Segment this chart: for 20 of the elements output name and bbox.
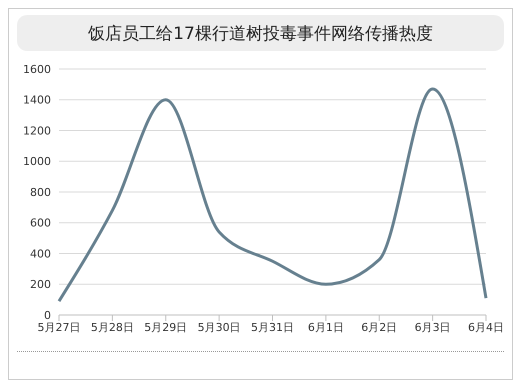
y-tick-label: 200 (30, 278, 51, 292)
x-tick-label: 6月3日 (414, 320, 451, 334)
x-tick-label: 5月27日 (38, 320, 80, 334)
y-tick-label: 400 (30, 247, 51, 260)
x-tick-label: 5月31日 (251, 320, 294, 334)
y-tick-label: 600 (30, 216, 51, 230)
x-tick-label: 6月1日 (308, 320, 344, 334)
y-tick-label: 1600 (23, 62, 51, 76)
x-tick-label: 6月4日 (468, 320, 504, 334)
x-tick-label: 5月30日 (198, 320, 241, 334)
chart-title: 饭店员工给17棵行道树投毒事件网络传播热度 (17, 15, 504, 51)
y-tick-label: 1400 (23, 94, 51, 107)
y-tick-label: 1000 (23, 155, 51, 168)
y-tick-label: 800 (30, 186, 51, 199)
x-tick-label: 5月28日 (90, 320, 134, 334)
x-tick-label: 5月29日 (144, 320, 188, 334)
y-tick-label: 1200 (23, 124, 51, 138)
x-tick-label: 6月2日 (361, 320, 398, 334)
y-tick-label: 0 (44, 308, 51, 322)
line-series (58, 87, 488, 303)
